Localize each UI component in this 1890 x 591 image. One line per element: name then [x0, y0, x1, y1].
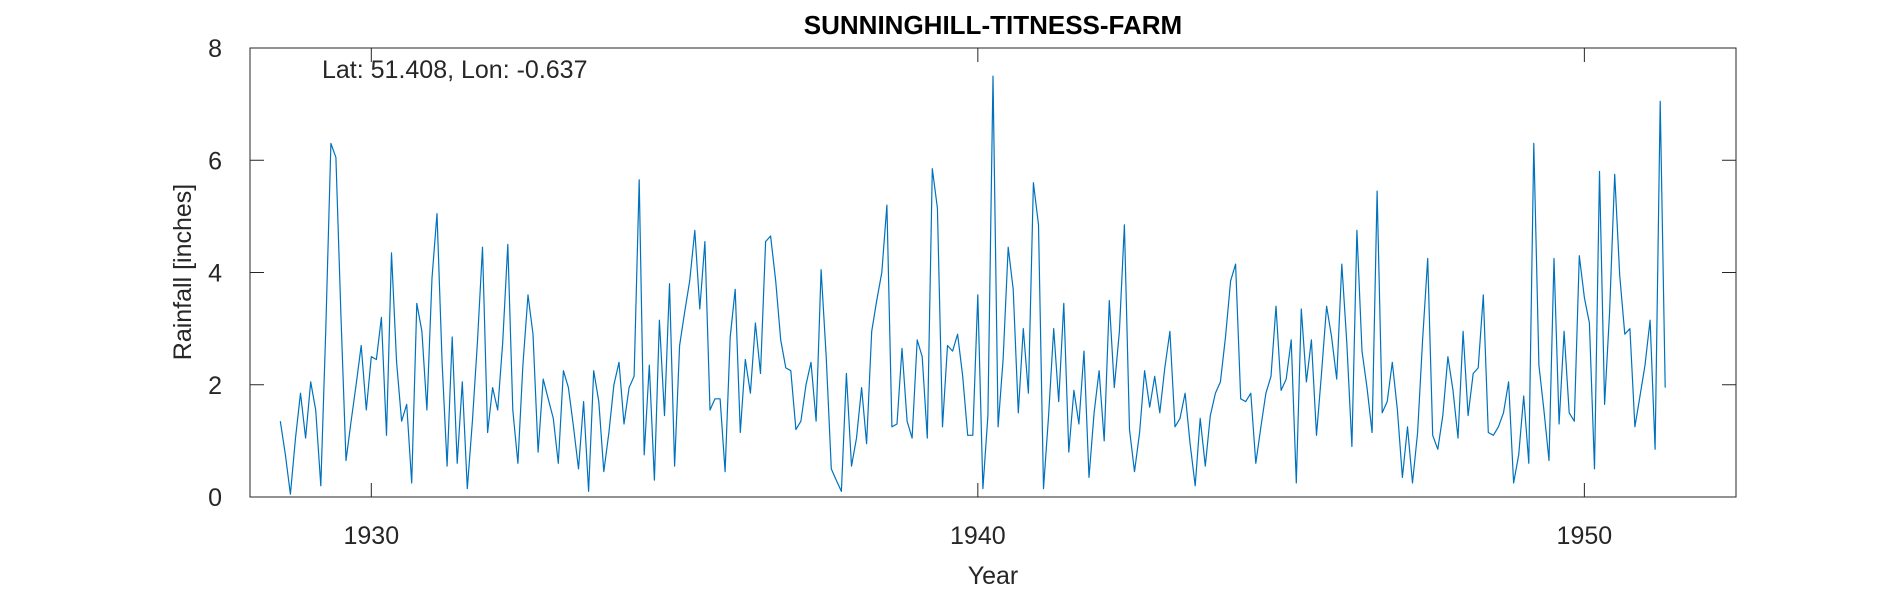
y-tick-label: 6 [208, 147, 222, 175]
rainfall-series-line [279, 75, 1666, 495]
y-tick-label: 8 [208, 35, 222, 63]
x-axis-label: Year [968, 562, 1019, 590]
x-tick-label: 1930 [343, 522, 399, 550]
y-axis-label: Rainfall [inches] [169, 184, 197, 360]
x-tick-label: 1950 [1557, 522, 1613, 550]
y-tick-label: 2 [208, 372, 222, 400]
y-tick-label: 4 [208, 260, 222, 288]
x-tick-label: 1940 [950, 522, 1006, 550]
y-tick-label: 0 [208, 484, 222, 512]
chart-title: SUNNINGHILL-TITNESS-FARM [804, 10, 1182, 40]
axis-ticks [250, 47, 1736, 498]
axis-tick-labels: 1930 1940 1950 0 2 4 6 8 [208, 35, 1612, 550]
location-annotation: Lat: 51.408, Lon: -0.637 [322, 56, 588, 84]
